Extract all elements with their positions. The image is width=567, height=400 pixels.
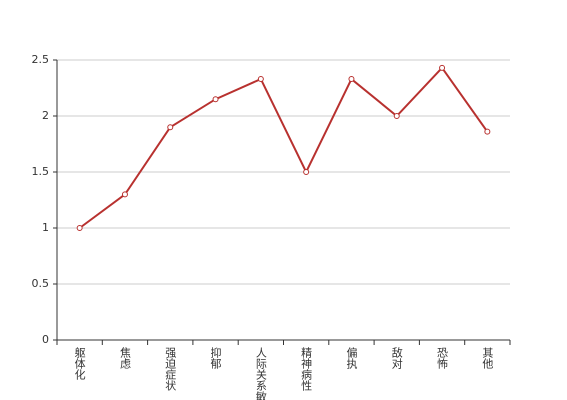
x-tick-label: 焦虑 [118, 347, 131, 369]
point [303, 169, 310, 175]
point [212, 96, 219, 103]
y-tick-label: 0.5 [32, 277, 50, 290]
point [439, 64, 446, 71]
y-tick-label: 1 [42, 221, 49, 234]
x-tick-label: 精神病性 [300, 347, 313, 392]
y-tick-label: 2.5 [32, 53, 50, 66]
point [393, 113, 400, 119]
y-tick-label: 2 [42, 109, 49, 122]
x-tick-label: 抑郁 [209, 346, 222, 369]
y-tick-label: 0 [42, 333, 49, 346]
point [167, 124, 174, 131]
x-tick-label: 其他 [481, 347, 494, 369]
x-tick-label: 敌对 [390, 346, 403, 369]
x-tick-label: 恐怖 [436, 347, 449, 369]
x-tick-label: 躯体化 [73, 347, 86, 381]
point [76, 225, 83, 231]
point [257, 76, 264, 83]
point [348, 76, 355, 83]
x-tick-label: 强迫症状 [164, 347, 177, 391]
x-tick-label: 人际关系敏感 [254, 347, 267, 400]
y-tick-label: 1.5 [32, 165, 50, 178]
line [79, 66, 489, 229]
point [484, 128, 491, 135]
x-tick-label: 偏执 [345, 346, 358, 370]
point [121, 191, 128, 198]
